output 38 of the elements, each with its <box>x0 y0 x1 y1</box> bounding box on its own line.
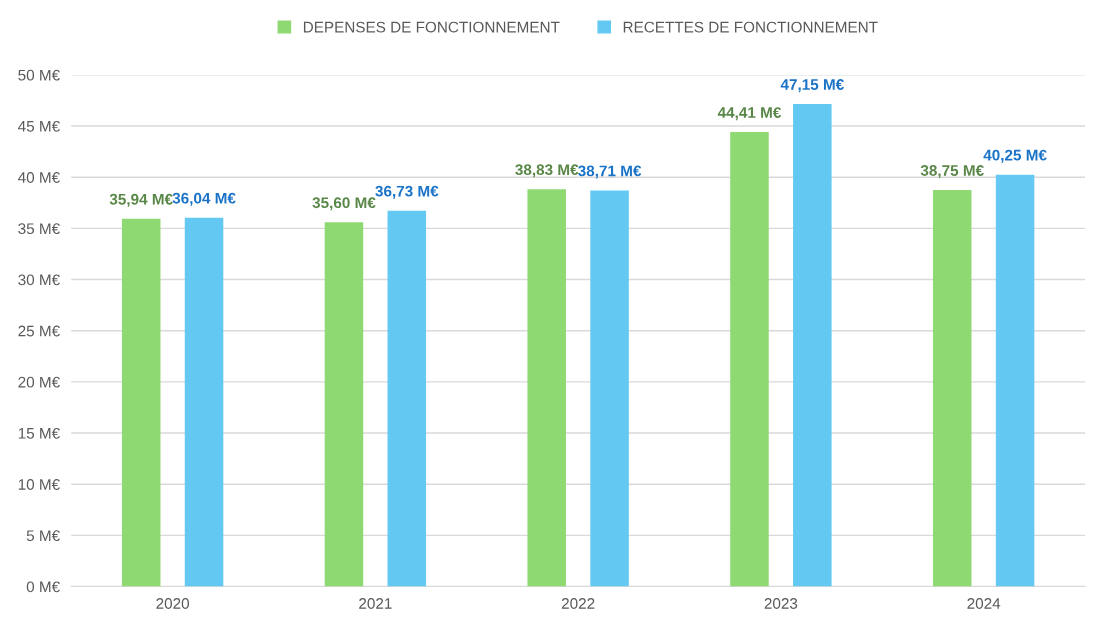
bar <box>590 190 629 587</box>
data-label: 44,41 M€ <box>717 107 782 121</box>
data-label: 35,94 M€ <box>109 193 173 207</box>
y-tick-label: 10 M€ <box>18 479 60 490</box>
legend-label: RECETTES DE FONCTIONNEMENT <box>623 21 878 33</box>
bar <box>387 210 427 587</box>
y-tick-label: 50 M€ <box>18 69 60 81</box>
y-tick-label: 20 M€ <box>18 376 60 388</box>
bar <box>995 174 1035 587</box>
data-label: 38,75 M€ <box>920 165 984 179</box>
bar <box>527 189 566 587</box>
x-tick-label: 2021 <box>359 598 392 609</box>
y-tick-label: 0 M€ <box>26 581 60 593</box>
y-tick-label: 35 M€ <box>18 223 60 235</box>
x-tick-label: 2020 <box>156 598 190 609</box>
data-label: 38,71 M€ <box>578 165 642 179</box>
data-label: 35,60 M€ <box>312 197 376 211</box>
y-tick-label: 45 M€ <box>18 120 60 132</box>
bar <box>324 222 364 587</box>
y-tick-label: 40 M€ <box>18 172 60 183</box>
y-tick-label: 30 M€ <box>18 274 60 286</box>
data-label: 40,25 M€ <box>983 149 1047 163</box>
legend-label: DEPENSES DE FONCTIONNEMENT <box>303 21 560 33</box>
data-label: 38,83 M€ <box>515 164 579 178</box>
x-tick-label: 2023 <box>764 598 798 609</box>
y-tick-label: 25 M€ <box>18 325 60 337</box>
bar <box>932 190 972 587</box>
data-label: 47,15 M€ <box>780 79 844 93</box>
bar <box>184 217 224 587</box>
bar <box>793 104 832 587</box>
bar <box>121 218 161 587</box>
y-tick-label: 5 M€ <box>26 530 60 542</box>
y-tick-label: 15 M€ <box>18 427 60 439</box>
x-tick-label: 2024 <box>967 598 1001 609</box>
data-label: 36,04 M€ <box>172 192 236 206</box>
bar <box>730 132 769 587</box>
x-tick-label: 2022 <box>561 598 595 609</box>
data-label: 36,73 M€ <box>375 185 439 199</box>
